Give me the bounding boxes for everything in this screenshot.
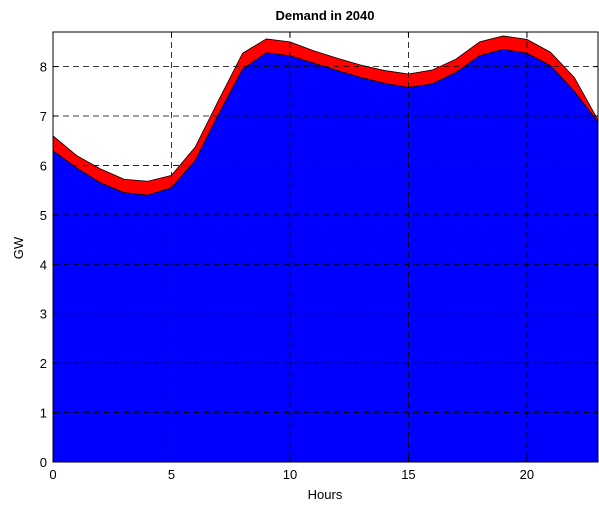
y-axis-label: GW [11, 236, 26, 259]
area-series-1 [52, 48, 599, 463]
y-tick-label: 4 [40, 257, 47, 272]
chart-title: Demand in 2040 [276, 8, 375, 23]
x-axis-label: Hours [308, 487, 343, 502]
x-tick-label: 15 [401, 467, 415, 482]
grid-lines [53, 32, 598, 462]
y-tick-label: 1 [40, 406, 47, 421]
axis-ticks: 0 5 10 15 20 0 1 2 3 4 5 6 7 8 [40, 32, 598, 482]
plot-frame [52, 31, 599, 463]
y-tick-label: 3 [40, 307, 47, 322]
y-tick-label: 7 [40, 109, 47, 124]
x-tick-label: 10 [283, 467, 297, 482]
y-tick-label: 5 [40, 208, 47, 223]
y-tick-label: 0 [40, 455, 47, 470]
plot-series [52, 35, 599, 463]
x-tick-label: 5 [168, 467, 175, 482]
y-tick-label: 2 [40, 356, 47, 371]
x-tick-label: 20 [520, 467, 534, 482]
y-tick-label: 6 [40, 158, 47, 173]
y-tick-label: 8 [40, 60, 47, 75]
x-tick-label: 0 [49, 467, 56, 482]
